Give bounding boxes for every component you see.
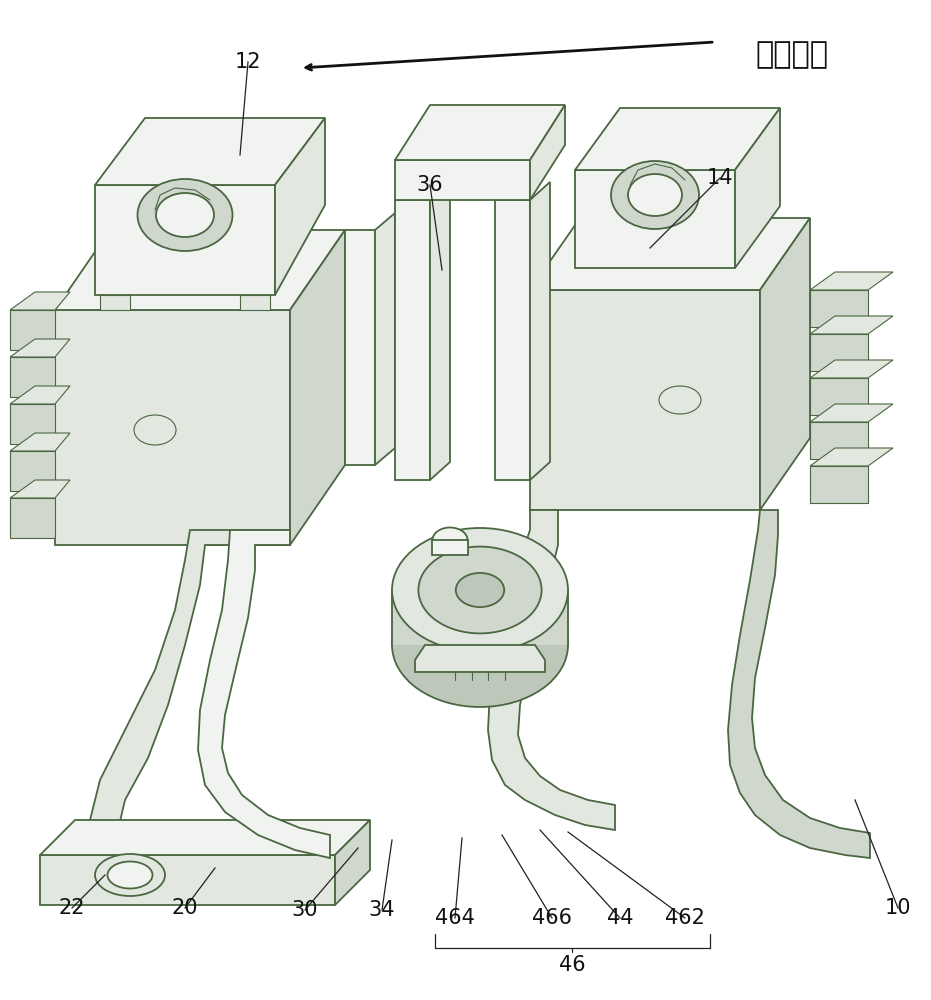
Polygon shape — [335, 820, 370, 905]
Polygon shape — [735, 108, 780, 268]
Polygon shape — [55, 310, 290, 545]
Polygon shape — [530, 218, 810, 290]
Polygon shape — [95, 118, 325, 185]
Polygon shape — [530, 105, 565, 200]
Polygon shape — [10, 339, 70, 357]
Polygon shape — [810, 316, 893, 334]
Polygon shape — [55, 230, 345, 310]
Text: 46: 46 — [559, 955, 586, 975]
Text: 22: 22 — [59, 898, 86, 918]
Polygon shape — [10, 310, 55, 350]
Polygon shape — [10, 433, 70, 451]
Polygon shape — [810, 360, 893, 378]
Polygon shape — [575, 170, 735, 268]
Polygon shape — [10, 386, 70, 404]
Polygon shape — [10, 404, 55, 444]
Ellipse shape — [107, 861, 153, 888]
Polygon shape — [810, 404, 893, 422]
Ellipse shape — [659, 386, 701, 414]
Polygon shape — [530, 182, 550, 480]
Polygon shape — [495, 200, 530, 480]
Ellipse shape — [628, 174, 682, 216]
Polygon shape — [415, 645, 545, 672]
Polygon shape — [240, 295, 270, 310]
Polygon shape — [40, 820, 370, 855]
Polygon shape — [198, 530, 330, 858]
Ellipse shape — [156, 193, 214, 237]
Text: 12: 12 — [235, 52, 262, 72]
Polygon shape — [810, 378, 868, 415]
Ellipse shape — [418, 547, 542, 633]
Ellipse shape — [95, 854, 165, 896]
Polygon shape — [90, 530, 330, 895]
Polygon shape — [375, 213, 395, 465]
Ellipse shape — [392, 528, 568, 652]
Polygon shape — [275, 118, 325, 295]
Polygon shape — [100, 295, 130, 310]
Polygon shape — [10, 357, 55, 397]
Polygon shape — [290, 230, 345, 545]
Polygon shape — [395, 105, 565, 160]
Ellipse shape — [134, 415, 176, 445]
Polygon shape — [810, 422, 868, 459]
Polygon shape — [810, 290, 868, 327]
Polygon shape — [10, 292, 70, 310]
Text: 10: 10 — [884, 898, 911, 918]
Polygon shape — [392, 590, 568, 645]
Polygon shape — [395, 160, 530, 200]
Ellipse shape — [611, 161, 699, 229]
Text: 44: 44 — [607, 908, 633, 928]
Polygon shape — [530, 290, 760, 510]
Text: 14: 14 — [707, 168, 734, 188]
Text: 462: 462 — [665, 908, 705, 928]
Polygon shape — [395, 200, 430, 480]
Ellipse shape — [138, 179, 233, 251]
Text: 20: 20 — [171, 898, 198, 918]
Polygon shape — [810, 272, 893, 290]
Text: 第一方向: 第一方向 — [755, 40, 828, 70]
Polygon shape — [580, 268, 608, 282]
Text: 30: 30 — [291, 900, 318, 920]
Text: 464: 464 — [435, 908, 475, 928]
Polygon shape — [345, 230, 375, 465]
Ellipse shape — [433, 528, 467, 552]
Polygon shape — [810, 448, 893, 466]
Polygon shape — [760, 218, 810, 510]
Polygon shape — [810, 466, 868, 503]
Text: 34: 34 — [369, 900, 396, 920]
Polygon shape — [728, 510, 870, 858]
Polygon shape — [430, 182, 450, 480]
Polygon shape — [488, 510, 615, 830]
Ellipse shape — [392, 583, 568, 707]
Polygon shape — [10, 451, 55, 491]
Polygon shape — [10, 480, 70, 498]
Polygon shape — [700, 268, 728, 282]
Polygon shape — [95, 185, 275, 295]
Text: 36: 36 — [417, 175, 443, 195]
Polygon shape — [575, 108, 780, 170]
Polygon shape — [810, 334, 868, 371]
Polygon shape — [40, 855, 335, 905]
Text: 466: 466 — [532, 908, 572, 928]
Ellipse shape — [456, 573, 505, 607]
Polygon shape — [10, 498, 55, 538]
Polygon shape — [432, 540, 468, 555]
